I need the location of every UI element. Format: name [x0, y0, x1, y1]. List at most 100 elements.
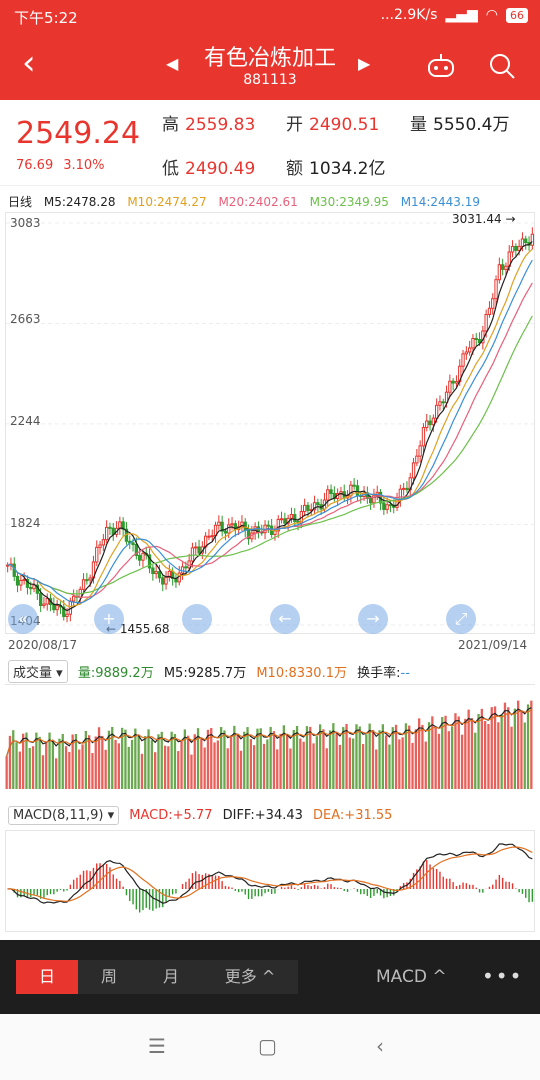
- robot-assistant-icon[interactable]: [426, 52, 456, 80]
- candle-body: [62, 606, 66, 617]
- volume-bar: [41, 755, 45, 789]
- page-indicator: [256, 1008, 284, 1042]
- macd-svg: [7, 843, 534, 913]
- volume-bar: [229, 735, 233, 789]
- volume-bar: [269, 726, 272, 789]
- candle-body: [434, 404, 439, 419]
- candle-body: [517, 245, 521, 251]
- period-label[interactable]: 日线: [8, 195, 33, 209]
- y-tick-label: 2244: [10, 414, 41, 428]
- candle-body: [283, 518, 287, 524]
- change-percent: 3.10%: [63, 158, 105, 173]
- candle-body: [85, 579, 89, 582]
- tab-more[interactable]: 更多 ^: [202, 960, 298, 994]
- candle-body: [217, 521, 221, 526]
- search-icon[interactable]: [488, 52, 516, 80]
- candle-body: [352, 484, 356, 487]
- macd-indicator-select[interactable]: MACD(8,11,9) ▾: [8, 806, 120, 825]
- candle-body: [306, 504, 310, 511]
- candle-body: [45, 598, 49, 605]
- volume-bar: [381, 724, 385, 789]
- volume-bar: [150, 740, 154, 789]
- candle-body: [520, 238, 525, 247]
- volume-bar: [127, 746, 130, 789]
- volume-bar: [246, 727, 249, 789]
- volume-bar: [345, 723, 348, 789]
- high-label: 高: [162, 115, 179, 135]
- volume-bar: [177, 751, 180, 789]
- ma-legend: 日线 M5:2478.28 M10:2474.27 M20:2402.61 M3…: [8, 193, 488, 210]
- volume-bar: [424, 741, 427, 789]
- ma-line-m30: [7, 315, 533, 595]
- candle-body: [38, 592, 43, 607]
- more-options-icon[interactable]: •••: [482, 964, 524, 988]
- status-bar: 下午5:22 ...2.9K/s ▂▄▆ ◠ 66: [0, 0, 540, 32]
- candle-body: [425, 420, 429, 428]
- volume-bar: [140, 753, 144, 789]
- prev-stock-icon[interactable]: ◀: [166, 54, 179, 73]
- volume-bar: [216, 740, 220, 789]
- volume-bar: [474, 732, 477, 789]
- menu-icon[interactable]: ☰: [148, 1034, 166, 1058]
- volume-bar: [203, 747, 206, 789]
- candle-body: [316, 502, 320, 506]
- volume-bar: [457, 716, 460, 789]
- volume-bar: [104, 749, 107, 789]
- volume-bar: [427, 722, 431, 789]
- fullscreen-icon[interactable]: ⤢: [446, 604, 476, 634]
- volume-chart[interactable]: [5, 684, 535, 789]
- candle-body: [497, 264, 502, 281]
- back-nav-icon[interactable]: ‹: [376, 1034, 384, 1058]
- tab-week[interactable]: 周: [78, 960, 140, 994]
- shrink-left-icon[interactable]: «: [8, 604, 38, 634]
- volume-field: 量 5550.4万: [410, 110, 509, 135]
- candle-body: [388, 504, 393, 507]
- candle-body: [279, 518, 284, 521]
- volume-bar: [84, 731, 88, 789]
- volume-bar: [160, 731, 163, 789]
- tab-day[interactable]: 日: [16, 960, 78, 994]
- volume-bar: [417, 718, 421, 789]
- home-icon[interactable]: ▢: [258, 1034, 277, 1058]
- volume-m10: M10:8330.1万: [256, 666, 347, 681]
- candle-body: [401, 487, 406, 490]
- volume-bar: [302, 741, 305, 789]
- volume-bar: [213, 742, 216, 789]
- ma30-value: M30:2349.95: [309, 195, 389, 209]
- kline-chart[interactable]: [5, 212, 535, 634]
- ma-line-m20: [7, 282, 533, 599]
- candle-body: [167, 570, 172, 578]
- macd-chart[interactable]: [5, 830, 535, 932]
- volume-bar: [414, 729, 418, 789]
- volume-bar: [111, 726, 114, 789]
- candle-body: [22, 578, 26, 581]
- macd-legend: MACD(8,11,9) ▾ MACD:+5.77 DIFF:+34.43 DE…: [8, 806, 392, 825]
- next-stock-icon[interactable]: ▶: [358, 54, 371, 73]
- pan-left-icon[interactable]: ←: [270, 604, 300, 634]
- back-icon[interactable]: ‹: [22, 43, 36, 83]
- zoom-in-icon[interactable]: +: [94, 604, 124, 634]
- volume-bar: [81, 744, 84, 789]
- volume-indicator-select[interactable]: 成交量 ▾: [8, 660, 68, 683]
- zoom-out-icon[interactable]: −: [182, 604, 212, 634]
- ma14-value: M14:2443.19: [400, 195, 480, 209]
- tab-month[interactable]: 月: [140, 960, 202, 994]
- volume-bar: [289, 748, 292, 789]
- volume-bar: [223, 730, 226, 789]
- volume-bar: [243, 731, 246, 789]
- candle-body: [385, 504, 389, 510]
- volume-bar: [124, 729, 127, 789]
- volume-bar: [8, 735, 12, 789]
- price-change: 76.69 3.10%: [16, 158, 105, 173]
- volume-bar: [312, 743, 315, 789]
- candle-body: [524, 238, 528, 244]
- candle-body: [293, 514, 297, 522]
- candle-body: [504, 265, 508, 270]
- indicator-switch-button[interactable]: MACD ^: [376, 967, 447, 987]
- pan-right-icon[interactable]: →: [358, 604, 388, 634]
- open-field: 开 2490.51: [286, 110, 379, 135]
- candle-body: [42, 603, 46, 607]
- candle-body: [68, 600, 73, 615]
- candle-body: [494, 279, 498, 300]
- candle-body: [161, 577, 165, 585]
